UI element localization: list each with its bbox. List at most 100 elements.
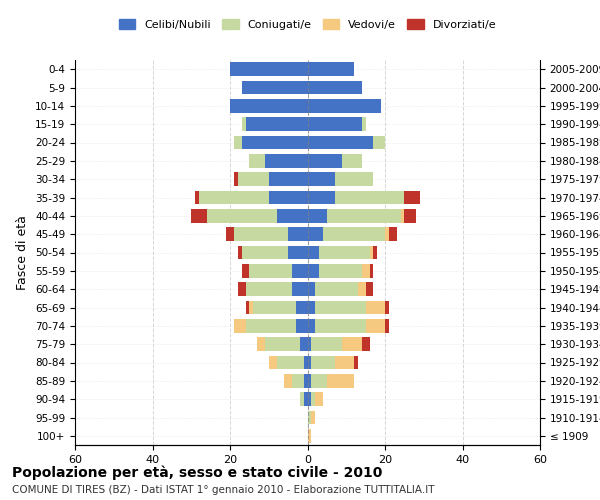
Bar [343,154,362,168]
Bar [365,319,385,332]
Bar [245,300,250,314]
Bar [401,209,404,222]
Bar [277,209,308,222]
Bar [362,264,370,278]
Bar [207,209,277,222]
Bar [257,338,265,351]
Bar [269,356,277,370]
Bar [234,228,288,241]
Bar [304,356,308,370]
Bar [242,246,288,260]
Bar [335,190,404,204]
Bar [265,338,300,351]
Bar [308,392,311,406]
Bar [308,99,381,112]
Bar [265,154,308,168]
Bar [284,374,292,388]
Y-axis label: Fasce di età: Fasce di età [16,215,29,290]
Bar [358,282,365,296]
Bar [308,246,319,260]
Bar [292,264,308,278]
Bar [245,319,296,332]
Bar [304,392,308,406]
Bar [319,264,362,278]
Bar [296,319,308,332]
Bar [335,172,373,186]
Bar [234,136,242,149]
Bar [308,300,315,314]
Bar [335,356,354,370]
Bar [404,190,420,204]
Bar [373,136,385,149]
Bar [292,374,304,388]
Bar [365,300,385,314]
Bar [245,282,292,296]
Bar [245,118,308,131]
Bar [308,136,373,149]
Bar [308,356,311,370]
Bar [242,80,308,94]
Bar [308,338,311,351]
Bar [304,374,308,388]
Bar [234,172,238,186]
Bar [191,209,207,222]
Bar [323,228,385,241]
Bar [362,338,370,351]
Bar [315,392,323,406]
Bar [277,356,304,370]
Bar [300,338,308,351]
Bar [311,374,327,388]
Bar [242,136,308,149]
Bar [195,190,199,204]
Bar [385,228,389,241]
Bar [308,80,362,94]
Bar [365,282,373,296]
Bar [308,172,335,186]
Bar [269,190,308,204]
Bar [292,282,308,296]
Bar [362,118,365,131]
Bar [250,300,253,314]
Bar [315,282,358,296]
Bar [311,410,315,424]
Bar [308,228,323,241]
Bar [308,264,319,278]
Bar [308,374,311,388]
Bar [308,429,311,442]
Bar [319,246,370,260]
Bar [343,338,362,351]
Bar [230,99,308,112]
Bar [308,62,354,76]
Bar [311,338,343,351]
Bar [373,246,377,260]
Bar [315,319,365,332]
Bar [370,264,373,278]
Bar [311,392,315,406]
Bar [288,246,308,260]
Bar [327,209,401,222]
Bar [315,300,365,314]
Bar [296,300,308,314]
Bar [238,172,269,186]
Bar [253,300,296,314]
Bar [250,154,265,168]
Bar [308,190,335,204]
Bar [269,172,308,186]
Text: COMUNE DI TIRES (BZ) - Dati ISTAT 1° gennaio 2010 - Elaborazione TUTTITALIA.IT: COMUNE DI TIRES (BZ) - Dati ISTAT 1° gen… [12,485,434,495]
Bar [327,374,354,388]
Bar [389,228,397,241]
Bar [308,319,315,332]
Bar [199,190,269,204]
Bar [226,228,234,241]
Bar [385,300,389,314]
Bar [404,209,416,222]
Bar [308,154,343,168]
Bar [370,246,373,260]
Bar [288,228,308,241]
Bar [238,246,242,260]
Bar [242,264,250,278]
Bar [242,118,245,131]
Bar [308,410,311,424]
Bar [385,319,389,332]
Bar [238,282,245,296]
